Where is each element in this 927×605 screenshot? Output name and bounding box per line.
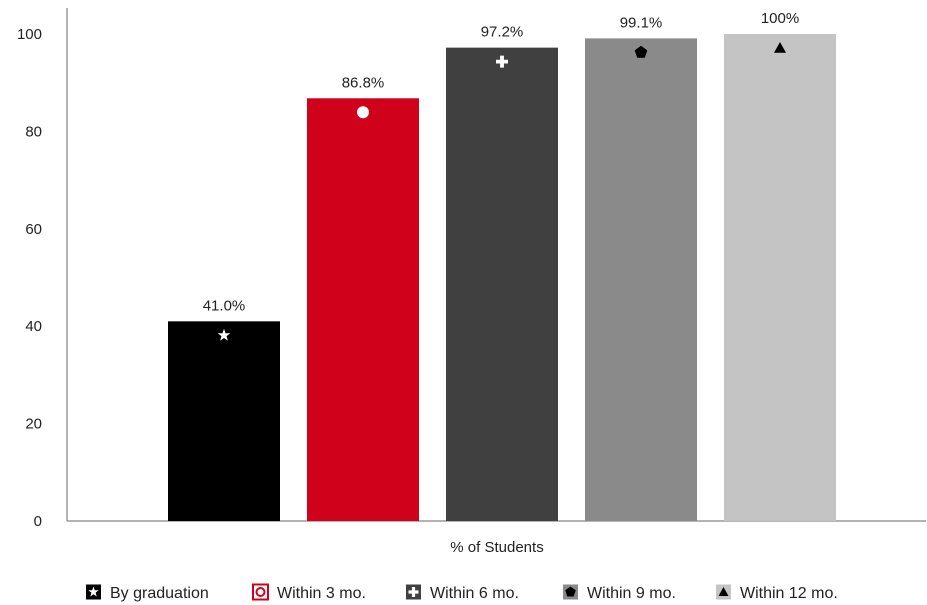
y-tick-label: 0: [34, 513, 42, 530]
bar-within-9-mo: [585, 38, 697, 522]
y-tick-label: 60: [25, 221, 42, 238]
bar-data-label: 100%: [761, 10, 799, 27]
legend-item: By graduation: [86, 584, 209, 602]
triangle-icon: [774, 42, 786, 53]
bar-data-label: 99.1%: [620, 14, 663, 31]
y-axis-ticks: 0 20 40 60 80 100: [17, 26, 42, 530]
circle-icon: [357, 106, 369, 119]
y-tick-label: 80: [25, 123, 42, 140]
bar-data-label: 97.2%: [481, 24, 524, 41]
x-axis-title: % of Students: [450, 539, 543, 556]
legend-label: Within 3 mo.: [277, 585, 366, 602]
bar-data-label: 41.0%: [203, 297, 246, 314]
bar-within-3-mo: [307, 98, 419, 521]
bars-group: 41.0% 86.8% 97.2% 99.1% 100%: [168, 10, 836, 522]
star-icon: [88, 586, 99, 597]
bar-data-label: 86.8%: [342, 74, 385, 91]
plus-icon: [496, 55, 508, 68]
plus-icon: [408, 587, 419, 598]
bar-by-graduation: [168, 321, 280, 521]
y-tick-label: 100: [17, 26, 42, 43]
legend-item: Within 9 mo.: [563, 584, 676, 602]
legend-item: Within 6 mo.: [406, 584, 519, 602]
pentagon-icon: [565, 586, 576, 597]
triangle-icon: [718, 587, 729, 596]
y-tick-label: 20: [25, 416, 42, 433]
legend-label: Within 12 mo.: [740, 585, 838, 602]
legend-label: Within 6 mo.: [430, 585, 519, 602]
pentagon-icon: [634, 45, 648, 58]
legend-item: Within 12 mo.: [716, 584, 838, 602]
bar-within-6-mo: [446, 47, 558, 522]
y-tick-label: 40: [25, 318, 42, 335]
legend-label: By graduation: [110, 585, 209, 602]
legend-item: Within 3 mo.: [252, 583, 366, 602]
bar-within-12-mo: [724, 34, 836, 521]
star-icon: [217, 328, 231, 341]
legend-label: Within 9 mo.: [587, 585, 676, 602]
legend: By graduation Within 3 mo. Within 6 mo. Wit…: [86, 583, 838, 602]
